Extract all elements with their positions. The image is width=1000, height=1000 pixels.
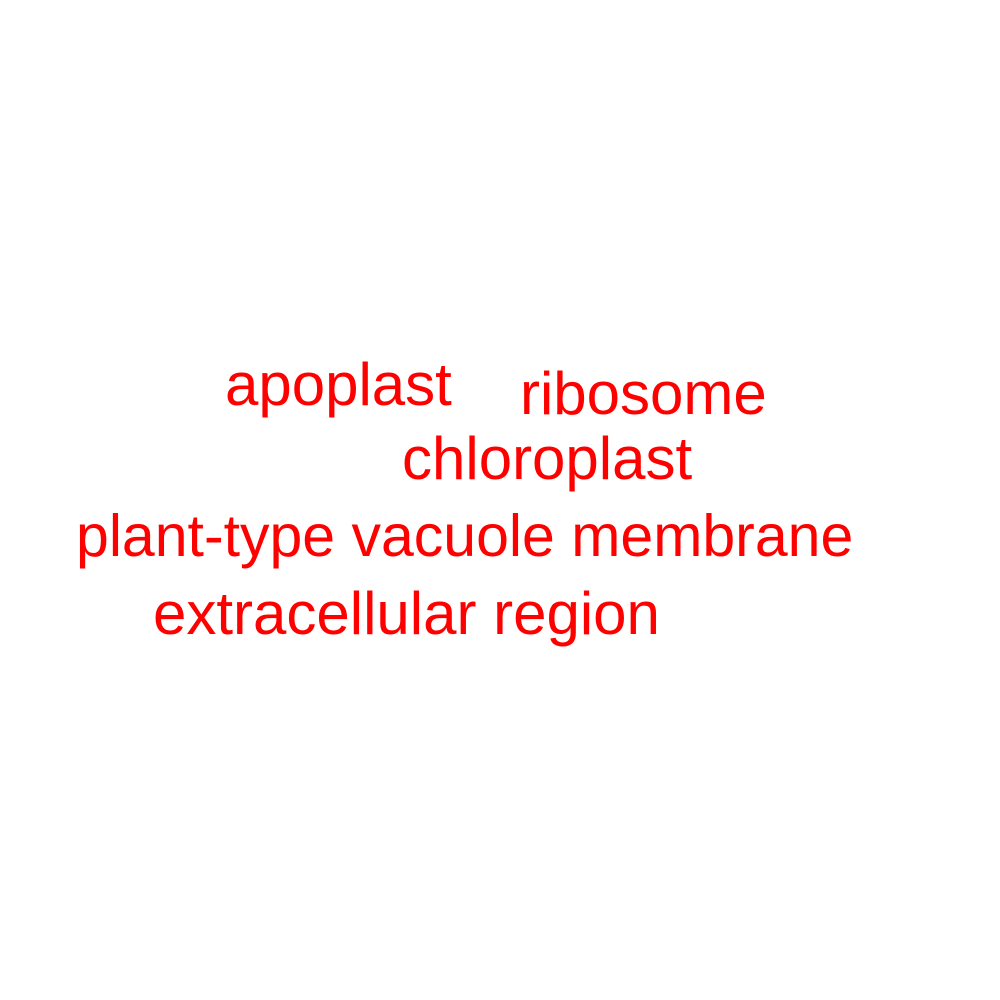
word-apoplast: apoplast [225,351,452,418]
word-extracellular-region: extracellular region [153,580,660,647]
word-ribosome: ribosome [520,360,767,427]
word-chloroplast: chloroplast [402,425,693,492]
word-plant-type-vacuole-membrane: plant-type vacuole membrane [76,503,854,569]
